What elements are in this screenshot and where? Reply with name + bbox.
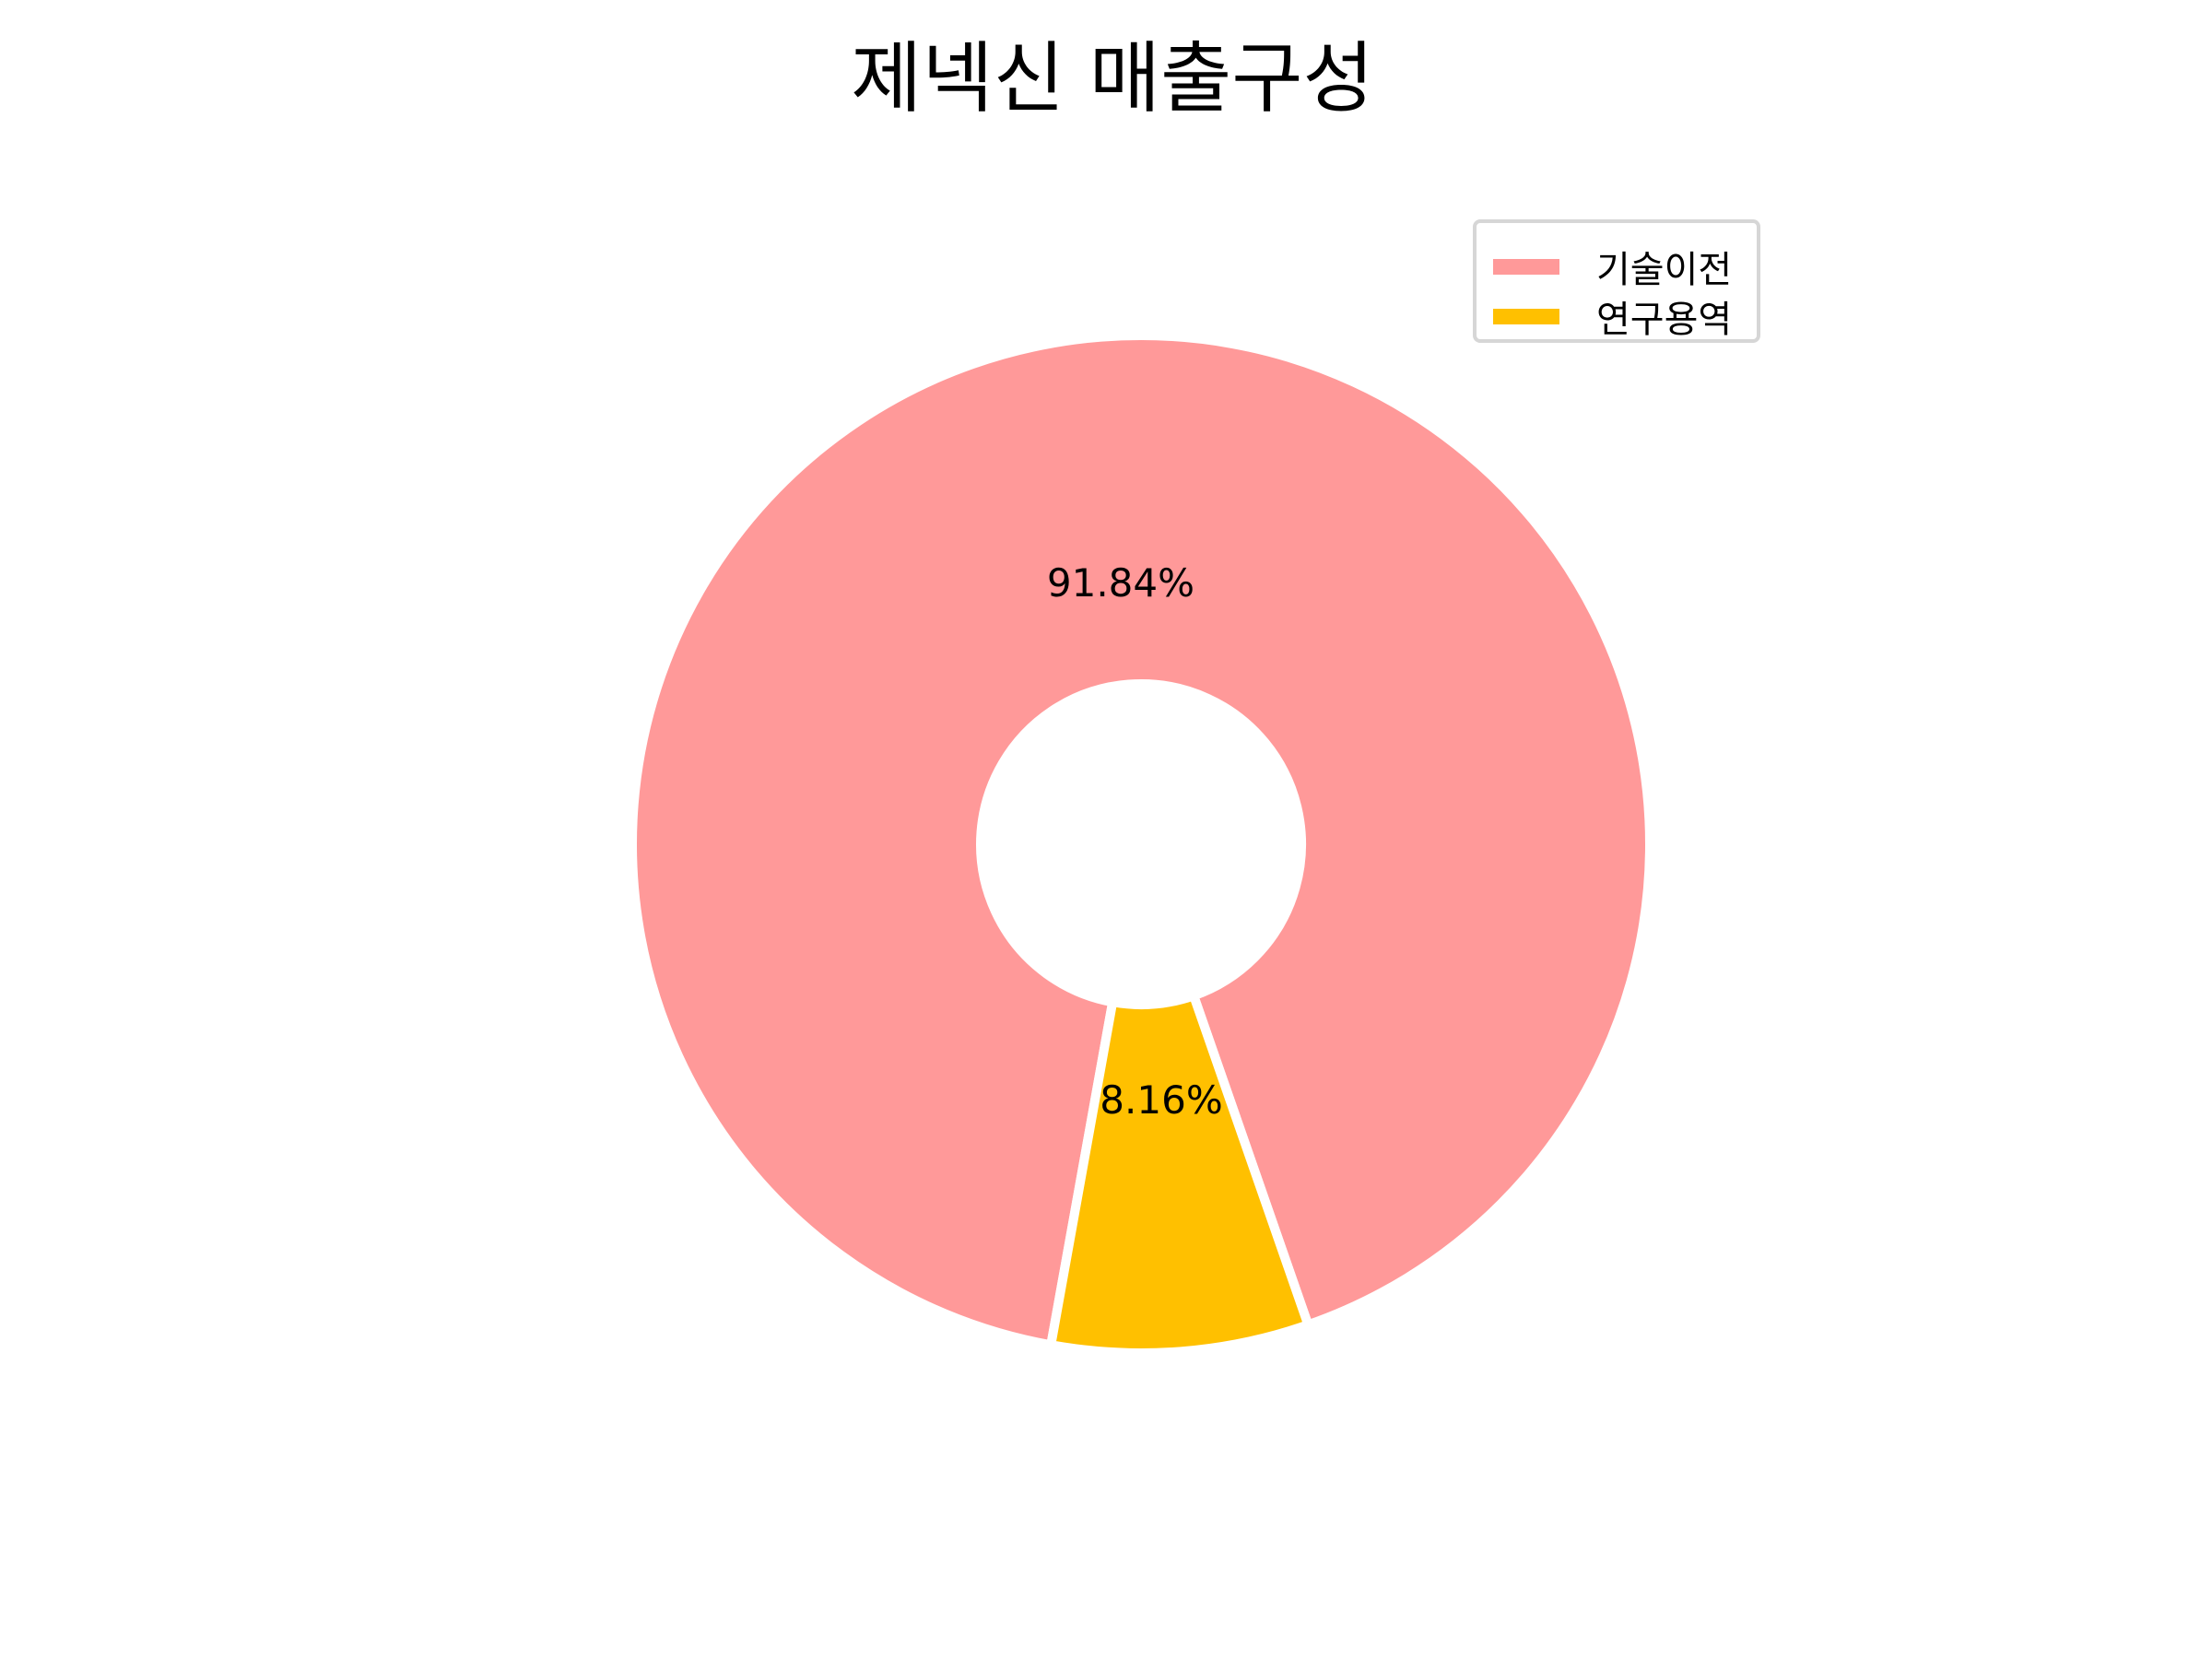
chart-title: 제넥신 매출구성 <box>851 33 1374 124</box>
legend-label: 연구용역 <box>1596 299 1733 341</box>
pie-slice-1 <box>1045 989 1314 1358</box>
slice-label: 8.16% <box>1100 1077 1222 1123</box>
legend-item: 연구용역 <box>1493 289 1732 343</box>
legend-swatch <box>1493 308 1559 324</box>
legend-label: 기술이전 <box>1596 249 1733 291</box>
legend-item: 기술이전 <box>1493 240 1732 293</box>
slice-label: 91.84% <box>1047 560 1194 606</box>
pie-slice-0 <box>628 331 1654 1351</box>
legend-swatch <box>1493 258 1559 275</box>
legend: 기술이전 연구용역 <box>1473 219 1760 343</box>
